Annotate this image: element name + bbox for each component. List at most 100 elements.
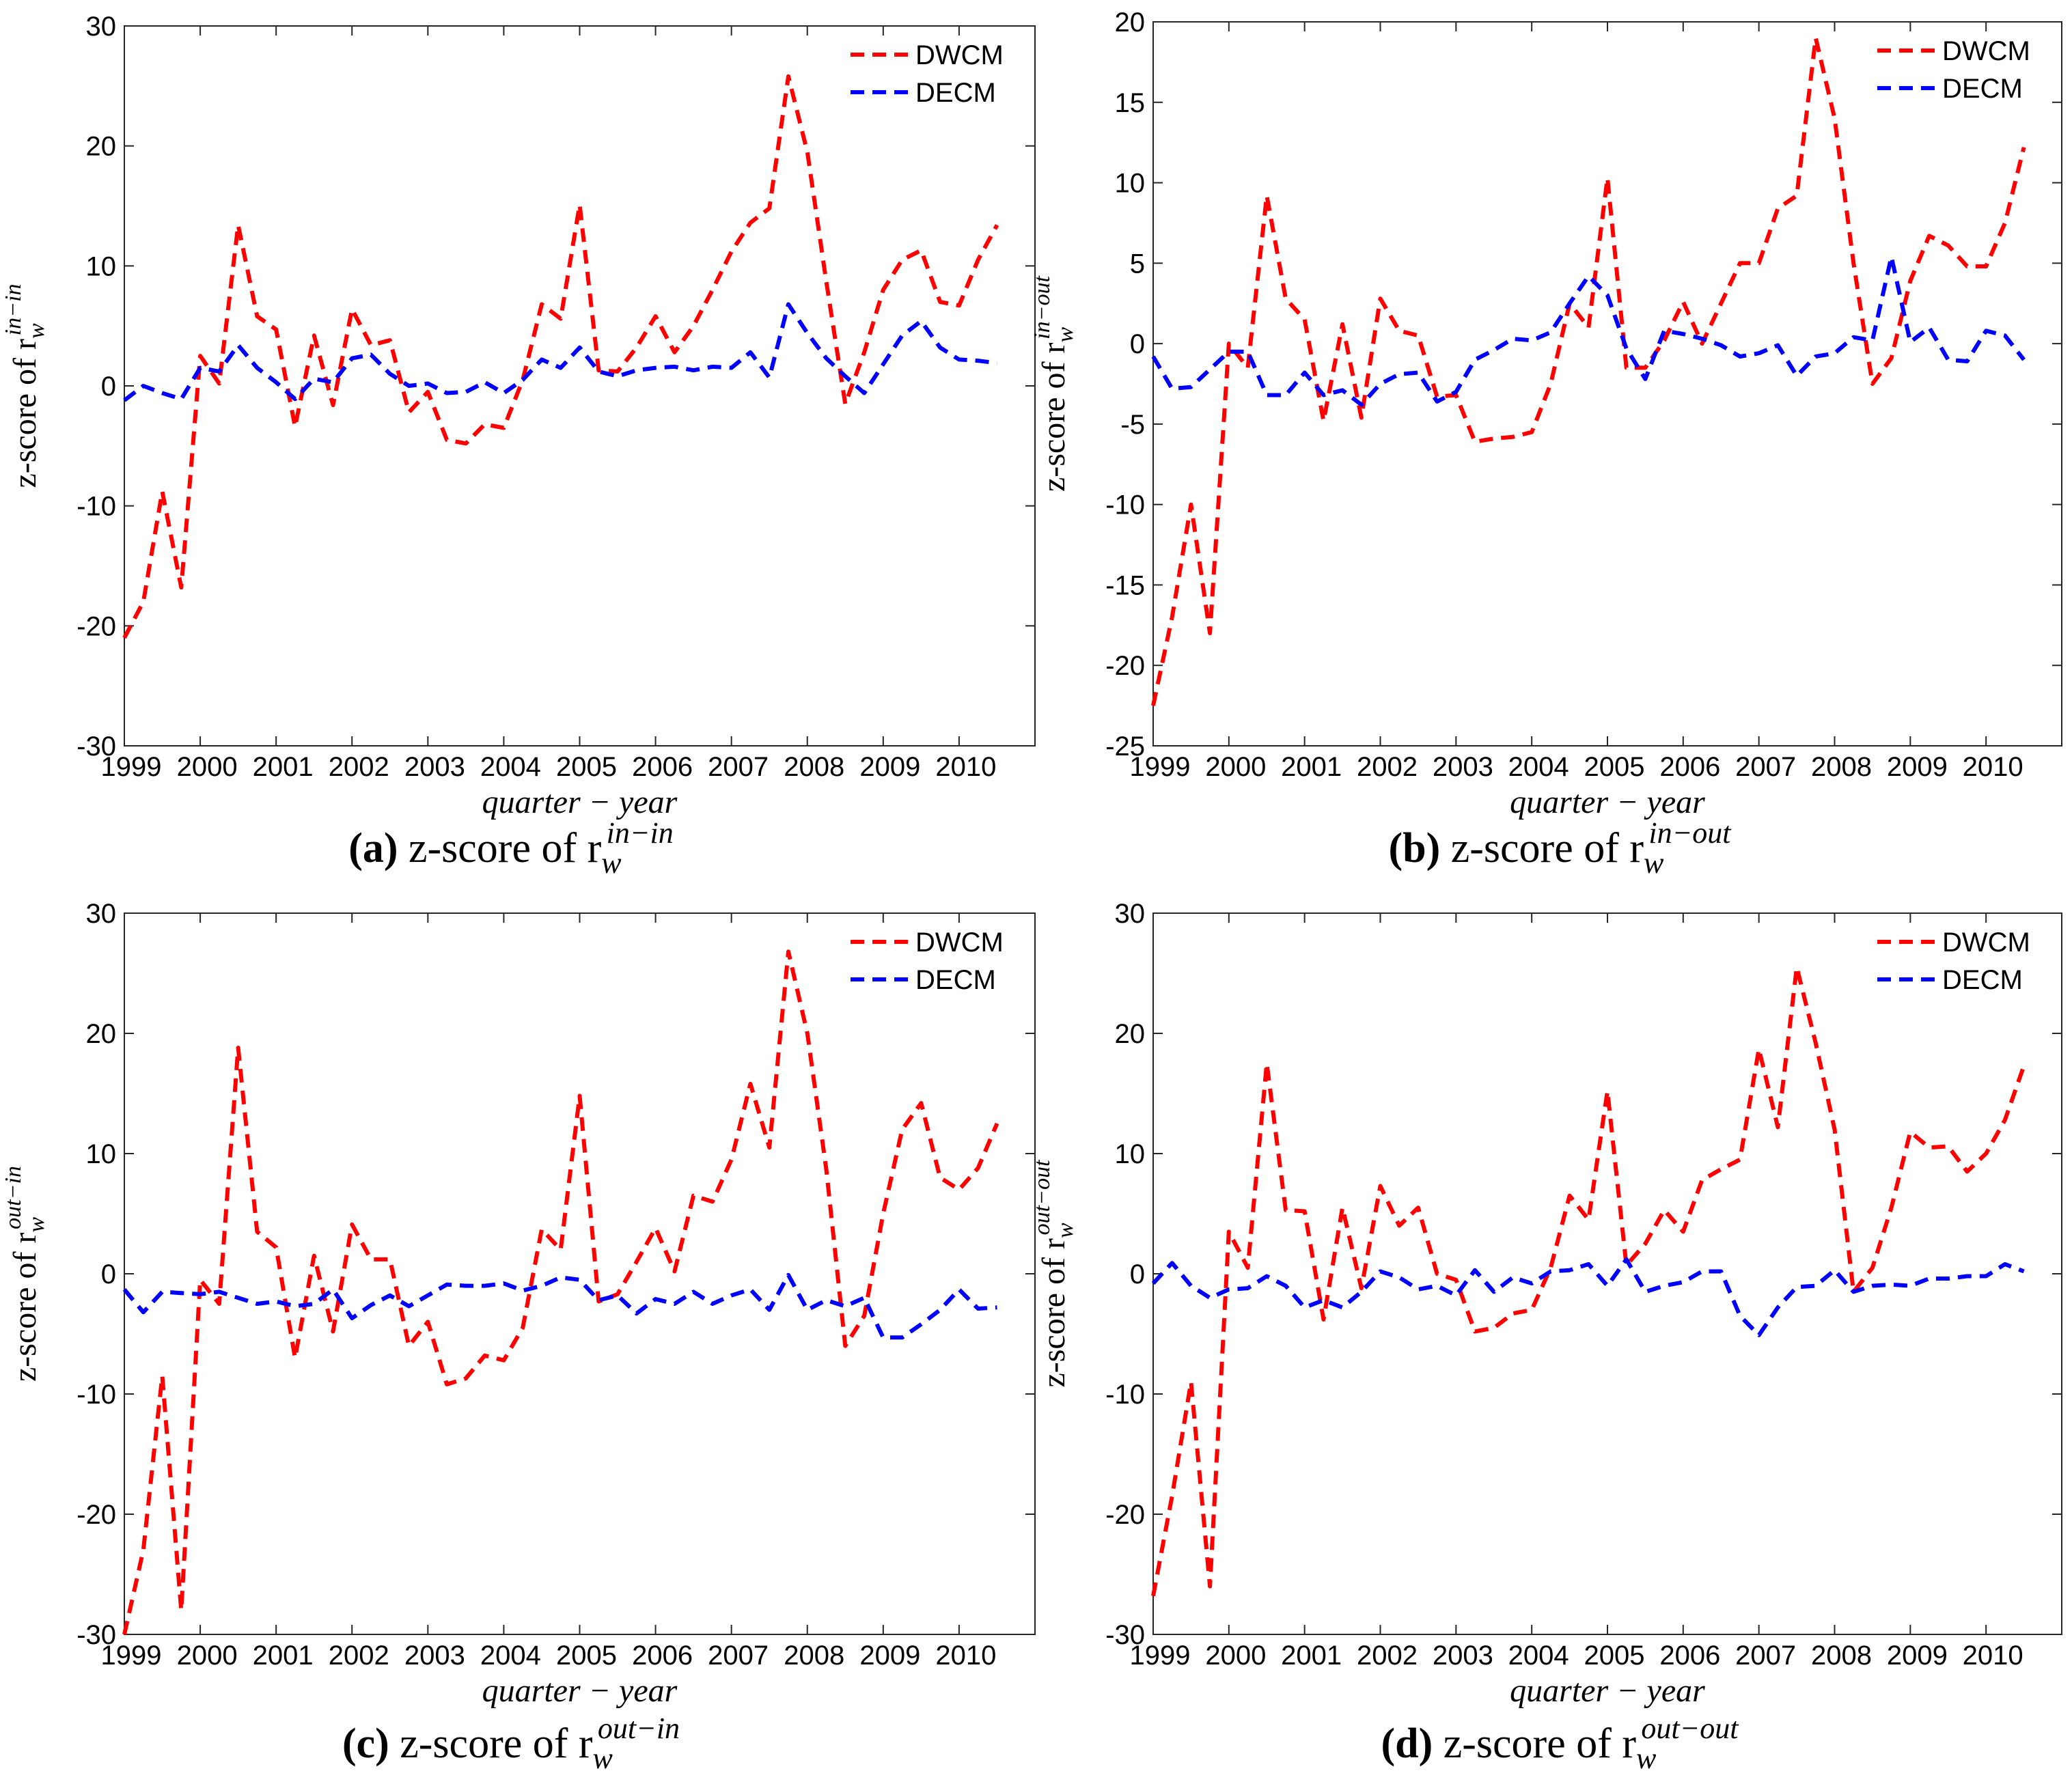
chart-panel-d: -30 -20 -10 0 10 20 30 1999 2000 2001 2002 2003 2004… bbox=[1030, 899, 2062, 1771]
series-line-dwcm bbox=[122, 949, 999, 1635]
x-tick-label: 2006 bbox=[1659, 1641, 1720, 1671]
series-line-dwcm bbox=[122, 74, 999, 639]
series-line-decm bbox=[1151, 254, 2026, 407]
y-tick-label: -20 bbox=[1105, 651, 1145, 681]
y-tick-label: 0 bbox=[1130, 329, 1145, 359]
x-tick-label: 2010 bbox=[935, 752, 996, 782]
y-tick-label: 20 bbox=[86, 132, 117, 162]
caption-label: (b) bbox=[1388, 825, 1440, 871]
x-tick-label: 2004 bbox=[1508, 1641, 1569, 1671]
y-tick-label: 15 bbox=[1115, 88, 1146, 118]
y-tick-label: 30 bbox=[1115, 899, 1146, 929]
plot-frame bbox=[1152, 21, 2062, 747]
y-axis-label-sup: in−in bbox=[1, 283, 26, 335]
chart-panel-b: -25 -20 -15 -10 -5 0 5 10 15 20 1999 2000 2001 2002 20… bbox=[1030, 8, 2062, 880]
x-tick-label: 2007 bbox=[708, 1641, 769, 1671]
caption-sup: out−in bbox=[598, 1712, 680, 1745]
x-tick-label: 2008 bbox=[784, 752, 844, 782]
x-tick-label: 2002 bbox=[329, 752, 389, 782]
panel-caption: (a) z-score of rwin−in bbox=[348, 816, 674, 880]
x-tick-label: 2008 bbox=[784, 1641, 844, 1671]
plot-frame bbox=[124, 25, 1036, 747]
x-tick-label: 2000 bbox=[1205, 1641, 1266, 1671]
y-axis-label: z-score of rwout−in bbox=[1, 1166, 49, 1382]
y-axis-label-sub: w bbox=[24, 1217, 49, 1233]
caption-sup: out−out bbox=[1641, 1712, 1739, 1745]
y-tick-label: 0 bbox=[101, 372, 116, 402]
legend-label-dwcm: DWCM bbox=[915, 928, 1004, 958]
caption-sub: w bbox=[601, 846, 622, 880]
x-axis-label: quarter − year bbox=[1510, 784, 1705, 820]
y-tick-label: -5 bbox=[1120, 410, 1145, 440]
series-line-decm bbox=[123, 302, 997, 402]
x-tick-label: 2005 bbox=[556, 752, 617, 782]
x-tick-label: 2007 bbox=[1735, 1641, 1796, 1671]
legend-label-decm: DECM bbox=[1942, 74, 2023, 104]
y-axis-label-main: z-score of r bbox=[7, 339, 43, 488]
x-tick-label: 2006 bbox=[632, 1641, 693, 1671]
x-tick-label: 2000 bbox=[177, 752, 238, 782]
y-axis-label: z-score of rwin−in bbox=[1, 283, 49, 488]
x-tick-label: 1999 bbox=[101, 1641, 162, 1671]
caption-sup: in−out bbox=[1648, 816, 1732, 850]
x-tick-label: 2009 bbox=[859, 752, 920, 782]
x-tick-label: 2003 bbox=[404, 752, 465, 782]
y-tick-label: -30 bbox=[77, 731, 116, 762]
y-tick-label: 0 bbox=[1130, 1259, 1145, 1289]
y-tick-label: -30 bbox=[77, 1620, 116, 1650]
caption-text: z-score of r bbox=[400, 1720, 593, 1767]
x-tick-label: 2001 bbox=[1281, 752, 1342, 782]
legend-label-dwcm: DWCM bbox=[1942, 928, 2030, 958]
y-tick-label: -30 bbox=[1105, 1620, 1145, 1650]
caption-sub: w bbox=[1636, 1742, 1657, 1771]
x-tick-label: 2001 bbox=[253, 1641, 314, 1671]
x-tick-label: 2000 bbox=[1205, 752, 1266, 782]
y-tick-label: 30 bbox=[86, 12, 117, 42]
y-tick-label: 20 bbox=[1115, 8, 1146, 38]
y-tick-label: -25 bbox=[1105, 731, 1145, 762]
x-tick-label: 1999 bbox=[101, 752, 162, 782]
y-axis-label-main: z-score of r bbox=[1036, 342, 1072, 492]
x-axis-label: quarter − year bbox=[482, 1673, 678, 1709]
x-tick-label: 2001 bbox=[1281, 1641, 1342, 1671]
x-axis-label: quarter − year bbox=[1510, 1673, 1705, 1709]
caption-sub: w bbox=[1644, 846, 1664, 880]
y-tick-label: 10 bbox=[86, 1139, 117, 1169]
x-axis-label: quarter − year bbox=[482, 784, 678, 820]
x-tick-label: 2000 bbox=[177, 1641, 238, 1671]
legend-label-decm: DECM bbox=[915, 78, 996, 108]
y-tick-label: 10 bbox=[1115, 169, 1146, 199]
svg-text:z-score of rwout−in: z-score of rwout−in bbox=[1, 1166, 49, 1382]
series-line-decm bbox=[1151, 1257, 2025, 1337]
y-axis-label-sup: out−out bbox=[1030, 1159, 1055, 1235]
x-tick-label: 2006 bbox=[632, 752, 693, 782]
y-tick-label: -20 bbox=[77, 611, 116, 641]
y-axis-label-sub: w bbox=[1053, 327, 1078, 343]
caption-sub: w bbox=[593, 1742, 613, 1771]
caption-label: (c) bbox=[342, 1720, 389, 1767]
x-tick-label: 2010 bbox=[1963, 752, 2023, 782]
y-tick-label: -20 bbox=[77, 1500, 116, 1530]
x-tick-label: 2004 bbox=[480, 1641, 541, 1671]
x-tick-label: 2009 bbox=[1887, 752, 1948, 782]
y-axis-label-sup: in−out bbox=[1030, 275, 1055, 339]
y-tick-label: 10 bbox=[86, 251, 117, 281]
x-tick-label: 2003 bbox=[404, 1641, 465, 1671]
x-tick-label: 2005 bbox=[556, 1641, 617, 1671]
x-tick-label: 2008 bbox=[1811, 752, 1872, 782]
x-tick-label: 2008 bbox=[1811, 1641, 1872, 1671]
series-line-dwcm bbox=[1151, 36, 2026, 706]
panel-caption: (b) z-score of rwin−out bbox=[1388, 816, 1732, 880]
plot-frame bbox=[1152, 912, 2062, 1635]
x-tick-label: 2006 bbox=[1659, 752, 1720, 782]
panel-caption: (d) z-score of rwout−out bbox=[1381, 1712, 1739, 1771]
y-axis-label-main: z-score of r bbox=[7, 1232, 43, 1382]
x-tick-label: 2003 bbox=[1433, 752, 1493, 782]
y-tick-label: 5 bbox=[1130, 249, 1145, 279]
x-tick-label: 2010 bbox=[935, 1641, 996, 1671]
panel-caption: (c) z-score of rwout−in bbox=[342, 1712, 680, 1771]
x-tick-label: 2002 bbox=[1357, 1641, 1418, 1671]
y-tick-label: -20 bbox=[1105, 1500, 1145, 1530]
svg-text:z-score of rwin−out: z-score of rwin−out bbox=[1030, 275, 1078, 492]
